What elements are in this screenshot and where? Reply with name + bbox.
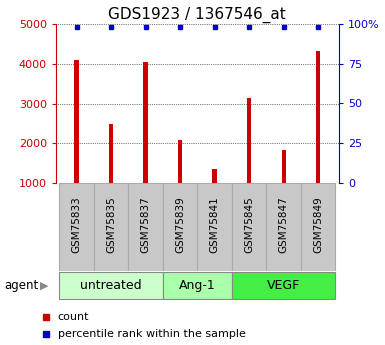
Bar	[316, 51, 320, 183]
Text: untreated: untreated	[80, 279, 142, 292]
FancyBboxPatch shape	[266, 183, 301, 271]
Text: VEGF: VEGF	[267, 279, 300, 292]
FancyBboxPatch shape	[59, 183, 94, 271]
Bar	[74, 60, 79, 183]
FancyBboxPatch shape	[163, 272, 232, 299]
Text: count: count	[58, 312, 89, 322]
Text: GSM75841: GSM75841	[209, 197, 219, 254]
Text: GSM75849: GSM75849	[313, 197, 323, 254]
FancyBboxPatch shape	[198, 183, 232, 271]
Bar	[213, 169, 217, 183]
Bar	[144, 62, 147, 183]
Text: ▶: ▶	[40, 280, 49, 290]
FancyBboxPatch shape	[301, 183, 335, 271]
FancyBboxPatch shape	[163, 183, 198, 271]
Bar	[247, 98, 251, 183]
FancyBboxPatch shape	[128, 183, 163, 271]
FancyBboxPatch shape	[94, 183, 128, 271]
Bar	[281, 150, 286, 183]
Text: GSM75833: GSM75833	[72, 197, 82, 254]
Bar	[178, 140, 182, 183]
Title: GDS1923 / 1367546_at: GDS1923 / 1367546_at	[109, 7, 286, 23]
Text: GSM75837: GSM75837	[141, 197, 151, 254]
Text: Ang-1: Ang-1	[179, 279, 216, 292]
FancyBboxPatch shape	[59, 272, 163, 299]
Text: GSM75847: GSM75847	[279, 197, 289, 254]
Text: GSM75839: GSM75839	[175, 197, 185, 254]
FancyBboxPatch shape	[232, 272, 335, 299]
Bar	[109, 124, 113, 183]
Text: percentile rank within the sample: percentile rank within the sample	[58, 329, 246, 339]
Text: agent: agent	[4, 279, 38, 292]
FancyBboxPatch shape	[232, 183, 266, 271]
Text: GSM75845: GSM75845	[244, 197, 254, 254]
Text: GSM75835: GSM75835	[106, 197, 116, 254]
